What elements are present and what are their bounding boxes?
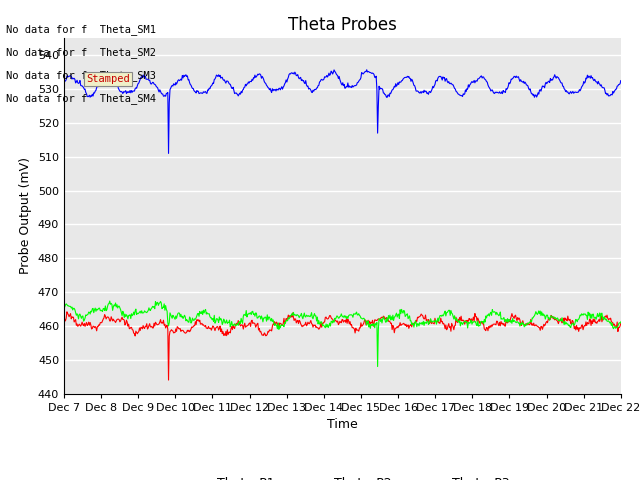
Theta_P3 <box>401 74 409 80</box>
Line: Theta_P3: Theta_P3 <box>64 70 621 154</box>
Theta_P2 <box>106 298 113 304</box>
Theta_P3 <box>228 86 236 92</box>
Legend: Theta_P1, Theta_P2, Theta_P3: Theta_P1, Theta_P2, Theta_P3 <box>170 471 515 480</box>
Text: No data for f  Theta_SM4: No data for f Theta_SM4 <box>6 93 156 104</box>
Theta_P3 <box>617 78 625 84</box>
Text: Stamped: Stamped <box>86 74 130 84</box>
Theta_P1 <box>164 377 172 383</box>
Theta_P3 <box>60 81 68 86</box>
Theta_P1 <box>401 323 409 328</box>
Text: No data for f  Theta_SM1: No data for f Theta_SM1 <box>6 24 156 35</box>
Theta_P3 <box>277 85 285 91</box>
Theta_P3 <box>256 71 264 77</box>
X-axis label: Time: Time <box>327 418 358 431</box>
Text: No data for f  Theta_SM3: No data for f Theta_SM3 <box>6 70 156 81</box>
Theta_P1 <box>60 318 68 324</box>
Theta_P2 <box>126 312 134 318</box>
Theta_P2 <box>256 313 264 319</box>
Text: No data for f  Theta_SM2: No data for f Theta_SM2 <box>6 47 156 58</box>
Theta_P2 <box>374 364 381 370</box>
Theta_P2 <box>277 322 285 328</box>
Theta_P3 <box>363 67 371 72</box>
Theta_P3 <box>164 151 172 156</box>
Theta_P1 <box>433 319 440 325</box>
Theta_P2 <box>617 319 625 325</box>
Line: Theta_P2: Theta_P2 <box>64 301 621 367</box>
Theta_P1 <box>278 323 285 328</box>
Y-axis label: Probe Output (mV): Probe Output (mV) <box>19 157 33 275</box>
Title: Theta Probes: Theta Probes <box>288 16 397 34</box>
Theta_P1 <box>229 323 237 328</box>
Theta_P1 <box>63 309 71 315</box>
Theta_P3 <box>433 77 440 83</box>
Line: Theta_P1: Theta_P1 <box>64 312 621 380</box>
Theta_P1 <box>257 328 264 334</box>
Theta_P3 <box>125 90 133 96</box>
Theta_P2 <box>60 302 68 308</box>
Theta_P2 <box>228 322 236 328</box>
Theta_P1 <box>126 325 134 331</box>
Theta_P1 <box>617 320 625 326</box>
Theta_P2 <box>401 313 409 319</box>
Theta_P2 <box>433 321 440 327</box>
